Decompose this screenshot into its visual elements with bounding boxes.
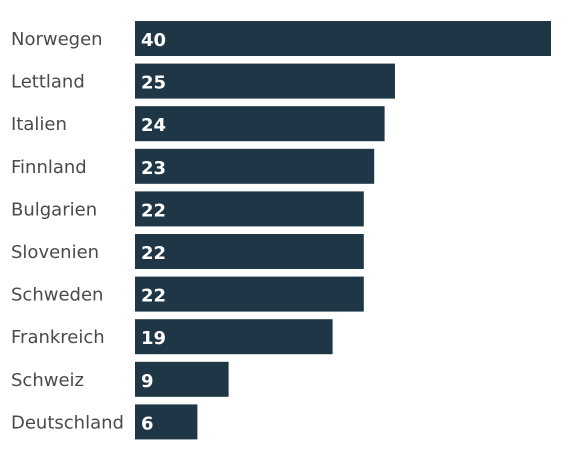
- bar: [135, 106, 385, 142]
- bars-layer: Norwegen 40 Lettland 25 Italien 24 Finnland 23 B…: [11, 21, 551, 440]
- bar-row: Norwegen 40: [11, 21, 551, 56]
- category-label: Schweiz: [11, 370, 84, 391]
- bar: [135, 21, 551, 56]
- category-label: Lettland: [11, 72, 85, 93]
- bar-row: Schweiz 9: [11, 361, 229, 397]
- bar-row: Frankreich 19: [11, 319, 333, 355]
- bar-row: Slovenien 22: [11, 234, 364, 269]
- bar: [135, 276, 364, 312]
- bar: [135, 191, 364, 227]
- bar-row: Finnland 23: [11, 148, 375, 184]
- value-label: 6: [141, 413, 154, 434]
- value-label: 22: [141, 243, 166, 264]
- category-label: Italien: [11, 114, 67, 135]
- value-label: 40: [141, 30, 166, 51]
- category-label: Frankreich: [11, 327, 105, 348]
- category-label: Deutschland: [11, 412, 124, 433]
- bar-row: Schweden 22: [11, 276, 364, 312]
- category-label: Schweden: [11, 285, 103, 306]
- bar-row: Deutschland 6: [11, 404, 198, 440]
- bar: [135, 319, 333, 355]
- value-label: 25: [141, 73, 166, 94]
- value-label: 24: [141, 115, 166, 136]
- value-label: 19: [141, 328, 166, 349]
- bar: [135, 148, 375, 184]
- category-label: Slovenien: [11, 242, 99, 263]
- value-label: 23: [141, 158, 166, 179]
- value-label: 22: [141, 286, 166, 307]
- bar-row: Lettland 25: [11, 63, 395, 99]
- value-label: 9: [141, 371, 154, 392]
- bar: [135, 63, 395, 99]
- value-label: 22: [141, 200, 166, 221]
- bar: [135, 404, 198, 440]
- bar: [135, 361, 229, 397]
- category-label: Bulgarien: [11, 199, 97, 220]
- category-label: Finnland: [11, 157, 87, 178]
- category-label: Norwegen: [11, 29, 103, 50]
- bar-row: Bulgarien 22: [11, 191, 364, 227]
- bar-row: Italien 24: [11, 106, 385, 142]
- bar: [135, 234, 364, 269]
